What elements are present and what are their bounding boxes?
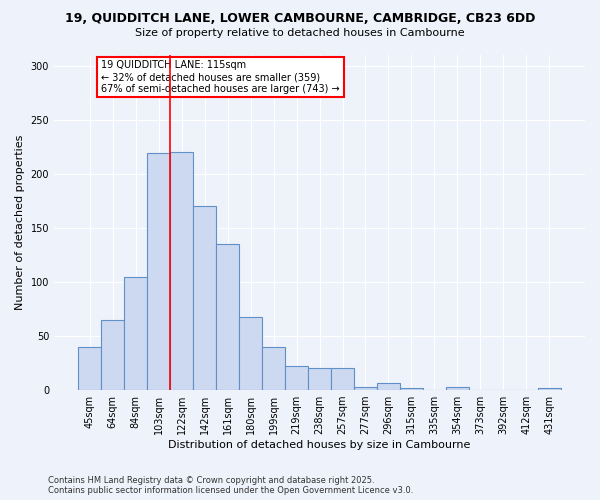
Text: Size of property relative to detached houses in Cambourne: Size of property relative to detached ho… (135, 28, 465, 38)
Bar (78, 347, 101, 390)
Bar (170, 152, 193, 390)
Bar (216, 244, 239, 390)
Bar (262, 347, 285, 390)
Text: 19, QUIDDITCH LANE, LOWER CAMBOURNE, CAMBRIDGE, CB23 6DD: 19, QUIDDITCH LANE, LOWER CAMBOURNE, CAM… (65, 12, 535, 26)
Bar (193, 206, 216, 390)
Bar (400, 388, 423, 390)
Bar (124, 276, 147, 390)
Text: Contains HM Land Registry data © Crown copyright and database right 2025.
Contai: Contains HM Land Registry data © Crown c… (48, 476, 413, 495)
Bar (446, 387, 469, 390)
Bar (285, 366, 308, 390)
Bar (101, 320, 124, 390)
Text: 19 QUIDDITCH LANE: 115sqm
← 32% of detached houses are smaller (359)
67% of semi: 19 QUIDDITCH LANE: 115sqm ← 32% of detac… (101, 60, 340, 94)
Bar (377, 382, 400, 390)
X-axis label: Distribution of detached houses by size in Cambourne: Distribution of detached houses by size … (169, 440, 471, 450)
Bar (538, 388, 561, 390)
Bar (331, 368, 354, 390)
Bar (239, 316, 262, 390)
Bar (354, 387, 377, 390)
Bar (147, 154, 170, 390)
Bar (308, 368, 331, 390)
Y-axis label: Number of detached properties: Number of detached properties (15, 135, 25, 310)
